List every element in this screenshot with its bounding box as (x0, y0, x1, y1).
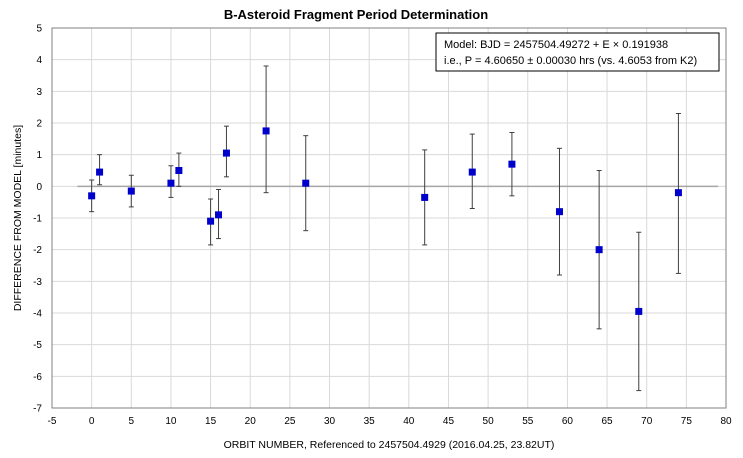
data-point-marker (421, 193, 429, 201)
y-tick-label: 5 (36, 24, 42, 35)
x-tick-label: 0 (89, 416, 95, 427)
annotation-frame (435, 32, 720, 72)
data-point-marker (468, 168, 476, 176)
y-tick-label: -7 (33, 404, 42, 415)
grid-lines (51, 27, 727, 409)
data-markers (88, 127, 682, 315)
data-point-marker (215, 211, 223, 219)
y-tick-label: 3 (36, 87, 42, 98)
data-point-marker (555, 208, 563, 216)
y-tick-label: -6 (33, 372, 42, 383)
x-tick-label: 5 (129, 416, 135, 427)
data-point-marker (262, 127, 270, 135)
x-tick-label: 30 (324, 416, 336, 427)
x-tick-label: 40 (403, 416, 415, 427)
data-point-marker (508, 160, 516, 168)
x-tick-label: 25 (284, 416, 296, 427)
x-tick-label: 45 (443, 416, 455, 427)
data-point-marker (302, 179, 310, 187)
data-point-marker (96, 168, 104, 176)
x-tick-label: 75 (681, 416, 693, 427)
x-tick-label: 20 (245, 416, 257, 427)
x-tick-label: -5 (48, 416, 57, 427)
x-tick-label: 65 (601, 416, 613, 427)
plot-area-frame (51, 27, 727, 409)
y-tick-label: -2 (33, 245, 42, 256)
y-axis-label: DIFFERENCE FROM MODEL [minutes] (12, 125, 24, 311)
x-tick-label: 35 (364, 416, 376, 427)
data-point-marker (175, 167, 183, 174)
x-tick-label: 60 (562, 416, 574, 427)
x-axis-tick-labels: -5 0 5 10 15 20 25 30 35 40 45 50 55 60 65 70 75 80 (48, 416, 732, 427)
data-point-marker (222, 149, 230, 157)
y-tick-label: -4 (33, 309, 42, 320)
x-tick-label: 80 (720, 416, 732, 427)
y-tick-label: -3 (33, 277, 42, 288)
model-annotation-box: Model: BJD = 2457504.49272 + E × 0.19193… (435, 32, 720, 72)
data-point-marker (88, 192, 96, 200)
x-tick-label: 15 (205, 416, 217, 427)
annotation-line-2: i.e., P = 4.60650 ± 0.00030 hrs (vs. 4.6… (444, 55, 697, 67)
x-axis-label: ORBIT NUMBER, Referenced to 2457504.4929… (224, 439, 555, 451)
x-tick-label: 10 (165, 416, 177, 427)
data-point-marker (207, 217, 215, 225)
y-tick-label: 0 (36, 182, 42, 193)
data-point-marker (635, 307, 643, 315)
error-bars (89, 65, 681, 392)
x-tick-label: 55 (522, 416, 534, 427)
y-tick-label: -1 (33, 214, 42, 225)
y-tick-label: 4 (36, 55, 42, 66)
x-tick-label: 70 (641, 416, 653, 427)
data-point-marker (167, 179, 175, 187)
data-point-marker (674, 189, 682, 197)
annotation-line-1: Model: BJD = 2457504.49272 + E × 0.19193… (444, 39, 668, 51)
y-tick-label: -5 (33, 340, 42, 351)
x-tick-label: 50 (483, 416, 495, 427)
y-tick-label: 2 (36, 119, 42, 130)
data-point-marker (127, 187, 135, 195)
chart-title: B-Asteroid Fragment Period Determination (224, 7, 488, 22)
data-point-marker (595, 246, 603, 254)
y-tick-label: 1 (36, 150, 42, 161)
y-axis-tick-labels: 5 4 3 2 1 0 -1 -2 -3 -4 -5 -6 -7 (33, 24, 42, 415)
